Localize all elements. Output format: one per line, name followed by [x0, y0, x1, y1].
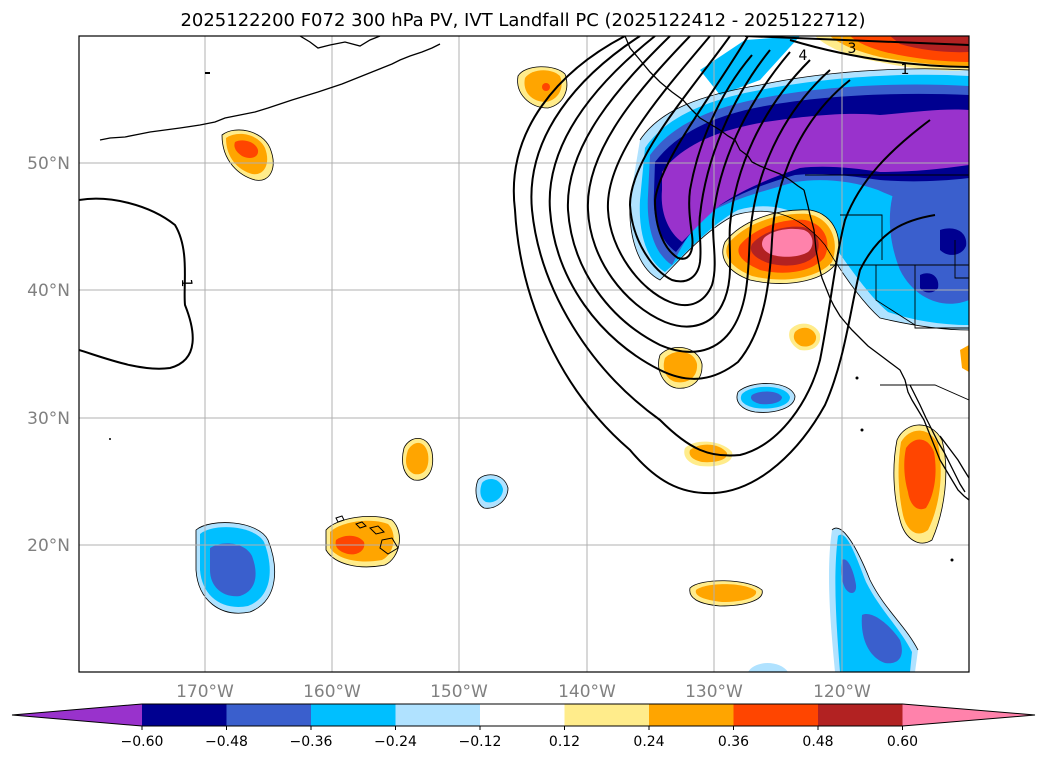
contour-label-ne-4: 4 — [799, 48, 808, 64]
lon-label-160w: 160°W — [303, 682, 361, 702]
lon-label-140w: 140°W — [558, 682, 616, 702]
bc-coast — [719, 129, 805, 191]
lon-label-130w: 130°W — [685, 682, 743, 702]
island-dot — [855, 376, 859, 380]
lat-label-50n: 50°N — [27, 154, 70, 174]
island-dot — [109, 438, 111, 440]
contour-ring-5 — [586, 36, 811, 328]
latitude-labels: 50°N 40°N 30°N 20°N — [27, 154, 70, 556]
lat-label-20n: 20°N — [27, 536, 70, 556]
islands — [109, 72, 954, 562]
nevada-utah-border — [954, 240, 969, 279]
colorbar-bin — [395, 704, 481, 726]
idaho-border — [914, 265, 969, 329]
lon-label-170w: 170°W — [176, 682, 234, 702]
contour-label-ne-1: 1 — [901, 62, 910, 78]
map-gridlines — [79, 36, 969, 672]
contour-ne-arc-1 — [744, 36, 969, 46]
colorbar-bin — [311, 704, 396, 726]
colorbar-tick-label: 0.60 — [887, 734, 918, 750]
california-nevada-border — [875, 265, 916, 326]
colorbar-tick-label: −0.24 — [374, 734, 417, 750]
colorbar-tick-label: 0.36 — [718, 734, 749, 750]
island-dot — [205, 72, 210, 74]
colorbar-bin — [226, 704, 312, 726]
contour-ring-2 — [530, 36, 931, 457]
longitude-labels: 170°W 160°W 150°W 140°W 130°W 120°W — [176, 682, 871, 702]
colorbar: −0.60 −0.48 −0.36 −0.24 −0.12 0.12 0.24 0.36 0.4… — [11, 703, 1036, 750]
isolated-pv-features — [196, 66, 969, 672]
contour-ring-7 — [628, 36, 771, 283]
alaska-mainland-coast — [299, 36, 381, 49]
colorbar-tick-label: 0.24 — [633, 734, 664, 750]
colorbar-tick-label: −0.60 — [121, 734, 164, 750]
colorbar-bin — [480, 704, 565, 726]
colorbar-tick-label: −0.12 — [459, 734, 502, 750]
colorbar-bin — [142, 704, 227, 726]
alaska-aleutian-coast — [99, 43, 441, 141]
colorbar-tick-label: 0.12 — [549, 734, 580, 750]
colorbar-extend-max — [902, 704, 1035, 726]
contour-ring-3 — [548, 36, 851, 380]
contour-ring-inner — [653, 36, 753, 260]
hawaii-islands — [335, 515, 399, 555]
contour-label-ne-3: 3 — [848, 41, 857, 57]
lon-label-120w: 120°W — [813, 682, 871, 702]
lat-label-40n: 40°N — [27, 281, 70, 301]
colorbar-bin — [818, 704, 903, 726]
washington-oregon-border — [840, 214, 883, 260]
ivt-pc-contours — [79, 36, 969, 495]
contour-west-closed-loop — [79, 197, 194, 370]
colorbar-tick-label: 0.48 — [802, 734, 833, 750]
contour-label-west: 1 — [178, 279, 194, 288]
contour-ne-arc-2 — [789, 39, 969, 68]
colorbar-tick-label: −0.48 — [205, 734, 248, 750]
lat-label-30n: 30°N — [27, 409, 70, 429]
figure-title: 2025122200 F072 300 hPa PV, IVT Landfall… — [180, 10, 865, 31]
island-dot — [950, 558, 954, 562]
political-borders — [805, 174, 969, 401]
colorbar-tick-label: −0.36 — [290, 734, 333, 750]
coastlines — [99, 36, 969, 501]
contour-ring-6 — [606, 36, 791, 307]
us-mexico-border — [880, 384, 969, 401]
contour-ring-4 — [566, 36, 831, 353]
positive-pv-ridge-offshore-california — [722, 209, 839, 284]
colorbar-extend-min — [12, 704, 142, 726]
colorbar-bin — [733, 704, 819, 726]
alaska-panhandle-coast — [624, 36, 721, 131]
map-panel: 1 4 3 1 — [78, 35, 970, 673]
island-dot — [860, 428, 864, 432]
map-frame — [78, 35, 970, 673]
colorbar-bin — [649, 704, 734, 726]
colorbar-bin — [564, 704, 650, 726]
mexico-coast — [939, 435, 969, 479]
baja-coast — [909, 384, 966, 493]
lon-label-150w: 150°W — [430, 682, 488, 702]
contour-ring-outer — [512, 36, 936, 495]
us-west-coast — [803, 189, 969, 501]
